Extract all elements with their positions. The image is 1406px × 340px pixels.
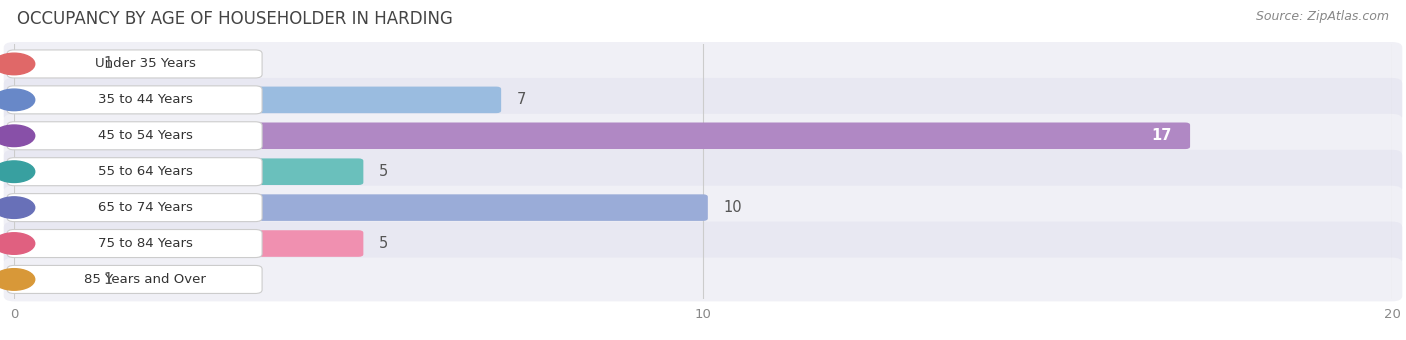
Text: 45 to 54 Years: 45 to 54 Years: [97, 129, 193, 142]
Circle shape: [0, 125, 35, 147]
Circle shape: [0, 161, 35, 183]
Circle shape: [0, 233, 35, 254]
FancyBboxPatch shape: [10, 266, 87, 293]
Text: Under 35 Years: Under 35 Years: [94, 57, 195, 70]
FancyBboxPatch shape: [7, 193, 262, 222]
FancyBboxPatch shape: [10, 230, 363, 257]
FancyBboxPatch shape: [7, 266, 262, 293]
FancyBboxPatch shape: [10, 122, 1189, 149]
FancyBboxPatch shape: [4, 114, 1402, 158]
FancyBboxPatch shape: [4, 42, 1402, 86]
FancyBboxPatch shape: [10, 158, 363, 185]
Text: 85 Years and Over: 85 Years and Over: [84, 273, 205, 286]
Circle shape: [0, 269, 35, 290]
FancyBboxPatch shape: [7, 50, 262, 78]
Text: 55 to 64 Years: 55 to 64 Years: [97, 165, 193, 178]
FancyBboxPatch shape: [4, 257, 1402, 301]
Circle shape: [0, 197, 35, 218]
FancyBboxPatch shape: [10, 194, 707, 221]
Text: 7: 7: [517, 92, 526, 107]
FancyBboxPatch shape: [10, 51, 87, 77]
FancyBboxPatch shape: [4, 186, 1402, 230]
Text: 75 to 84 Years: 75 to 84 Years: [97, 237, 193, 250]
Circle shape: [0, 53, 35, 75]
Text: Source: ZipAtlas.com: Source: ZipAtlas.com: [1256, 10, 1389, 23]
Text: 17: 17: [1152, 128, 1171, 143]
FancyBboxPatch shape: [4, 78, 1402, 122]
Text: 1: 1: [104, 56, 112, 71]
Text: 5: 5: [380, 164, 388, 179]
Text: 10: 10: [724, 200, 742, 215]
FancyBboxPatch shape: [10, 87, 501, 113]
FancyBboxPatch shape: [7, 158, 262, 186]
FancyBboxPatch shape: [4, 150, 1402, 193]
Text: 65 to 74 Years: 65 to 74 Years: [97, 201, 193, 214]
FancyBboxPatch shape: [7, 230, 262, 257]
Text: 35 to 44 Years: 35 to 44 Years: [97, 94, 193, 106]
FancyBboxPatch shape: [7, 86, 262, 114]
Text: 1: 1: [104, 272, 112, 287]
FancyBboxPatch shape: [7, 122, 262, 150]
FancyBboxPatch shape: [4, 222, 1402, 266]
Text: 5: 5: [380, 236, 388, 251]
Circle shape: [0, 89, 35, 110]
Text: OCCUPANCY BY AGE OF HOUSEHOLDER IN HARDING: OCCUPANCY BY AGE OF HOUSEHOLDER IN HARDI…: [17, 10, 453, 28]
